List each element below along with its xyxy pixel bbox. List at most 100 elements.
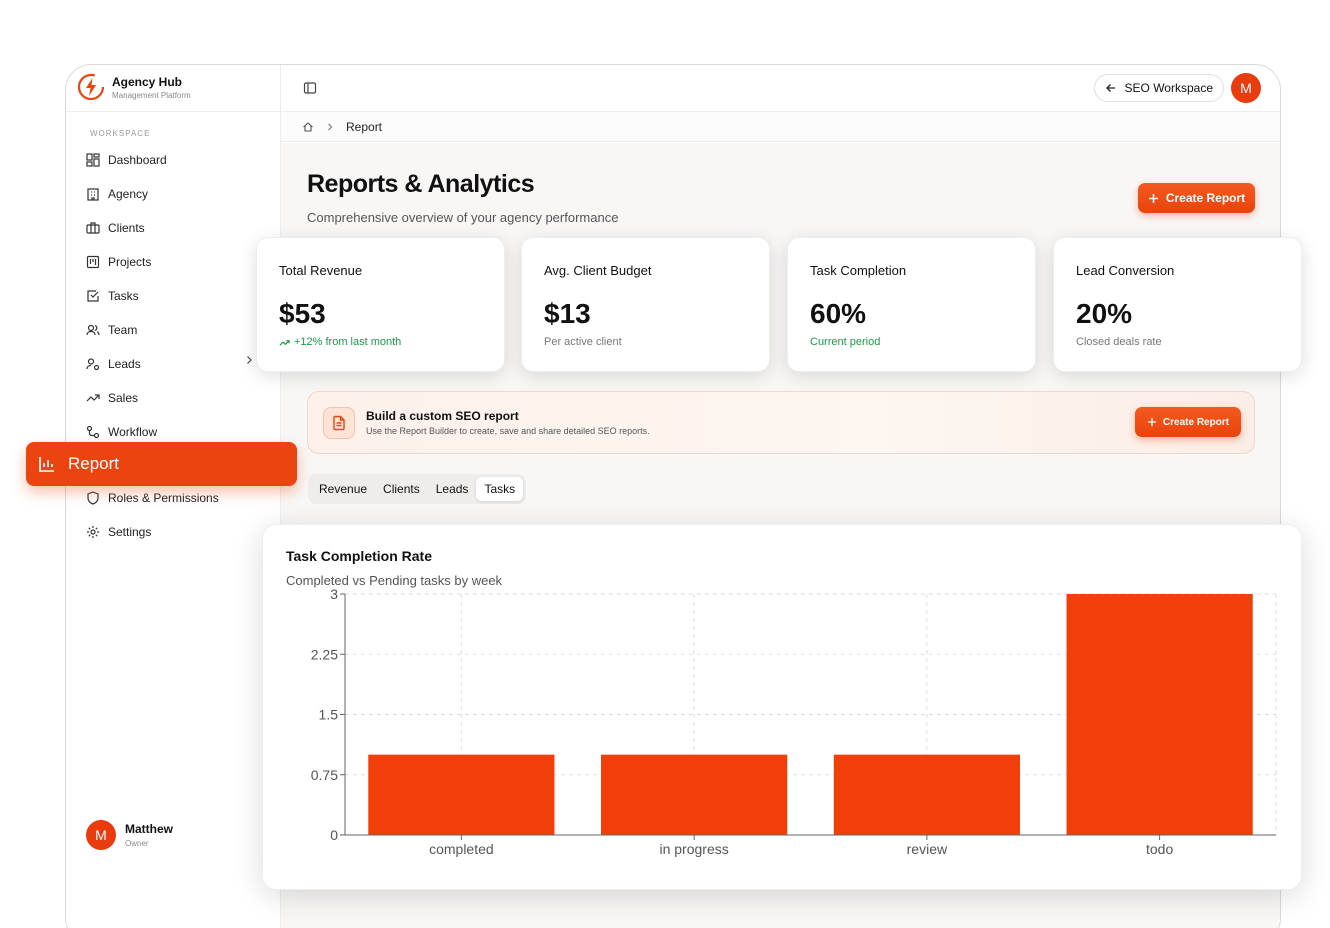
chevron-right-icon[interactable] [244,355,254,365]
building-icon [87,188,99,201]
user-role: Owner [125,839,149,848]
arrow-left-icon [1105,84,1115,92]
home-icon[interactable] [302,121,314,133]
stat-value: 60% [810,298,867,329]
sidebar-item-workflow[interactable]: Workflow [86,421,157,443]
tab-leads[interactable]: Leads [435,482,469,496]
y-tick-label: 2.25 [311,646,338,662]
stat-card-task-completion: Task Completion 60% Current period [787,237,1036,372]
banner-title: Build a custom SEO report [366,409,519,423]
brand: Agency Hub Management Platform [66,65,281,112]
banner-button-label: Create Report [1162,416,1230,428]
brand-subtitle: Management Platform [112,91,191,100]
create-report-button[interactable]: Create Report [1138,183,1255,213]
y-tick-label: 3 [330,586,338,602]
file-text-icon [323,407,355,439]
sidebar-item-report[interactable]: Report [26,442,297,486]
sidebar-item-label: Tasks [108,289,139,303]
sidebar-item-roles-permissions[interactable]: Roles & Permissions [86,487,219,509]
task-completion-chart-card: Task Completion Rate Completed vs Pendin… [262,524,1302,890]
sidebar-item-leads[interactable]: Leads [86,353,141,375]
workspace-switch-label: SEO Workspace [1124,81,1213,95]
page-title: Reports & Analytics [307,170,535,198]
stat-label: Avg. Client Budget [544,263,652,278]
sidebar-item-label: Team [108,323,138,337]
y-tick-label: 0.75 [311,767,338,783]
workspace-section-label: WORKSPACE [90,129,151,138]
bar [601,754,788,835]
stat-card-total-revenue: Total Revenue $53 +12% from last month [256,237,505,372]
dashboard-icon [86,153,100,167]
briefcase-icon [86,222,100,234]
page-subtitle: Comprehensive overview of your agency pe… [307,210,619,225]
workspace-switch-button[interactable]: SEO Workspace [1093,74,1224,102]
sidebar-item-label: Clients [108,221,145,235]
create-report-label: Create Report [1165,191,1246,205]
tab-clients[interactable]: Clients [383,482,420,496]
banner-create-report-button[interactable]: Create Report [1135,407,1241,437]
sidebar: Agency Hub Management Platform WORKSPACE… [66,65,281,928]
sidebar-item-label: Projects [108,255,152,269]
chevron-right-icon [328,123,333,130]
x-tick-label: in progress [659,841,728,857]
avatar: M [86,820,116,850]
plus-icon [1148,193,1158,203]
stat-value: $13 [544,298,591,329]
chart-title: Task Completion Rate [286,548,432,564]
stat-value: 20% [1076,298,1133,329]
topbar: SEO Workspace M [281,65,1280,112]
sidebar-item-label: Report [68,454,120,473]
sidebar-toggle-icon[interactable] [303,81,317,95]
bar-chart-icon [39,457,54,472]
sidebar-item-team[interactable]: Team [86,319,137,341]
workflow-icon [86,425,100,439]
stat-note: Per active client [544,336,622,348]
plus-icon [1147,417,1157,427]
sidebar-item-agency[interactable]: Agency [86,183,148,205]
brand-title: Agency Hub [112,75,183,89]
seo-report-banner: Build a custom SEO report Use the Report… [307,391,1255,454]
bolt-logo-icon [77,73,105,101]
x-tick-label: todo [1146,841,1173,857]
chart-subtitle: Completed vs Pending tasks by week [286,573,503,588]
sidebar-item-settings[interactable]: Settings [86,521,151,543]
users-icon [86,324,100,336]
breadcrumb-current: Report [346,119,383,134]
stat-card-lead-conversion: Lead Conversion 20% Closed deals rate [1053,237,1302,372]
avatar[interactable]: M [1231,73,1261,103]
sidebar-item-tasks[interactable]: Tasks [86,285,139,307]
stat-card-avg-client-budget: Avg. Client Budget $13 Per active client [521,237,770,372]
sidebar-item-label: Sales [108,391,139,405]
banner-subtitle: Use the Report Builder to create, save a… [366,426,650,436]
sidebar-item-dashboard[interactable]: Dashboard [86,149,167,171]
bar [833,754,1020,835]
sidebar-item-label: Workflow [108,425,158,439]
kanban-icon [86,255,100,269]
y-tick-label: 0 [330,827,338,843]
stat-note: +12% from last month [279,336,401,348]
sidebar-item-label: Settings [108,525,152,539]
sidebar-item-clients[interactable]: Clients [86,217,145,239]
sidebar-item-label: Roles & Permissions [108,491,219,505]
sidebar-item-label: Leads [108,357,141,371]
stat-label: Lead Conversion [1076,263,1175,278]
x-tick-label: completed [429,841,494,857]
stat-label: Task Completion [810,263,907,278]
user-name: Matthew [125,822,173,836]
sidebar-item-sales[interactable]: Sales [86,387,138,409]
trending-up-icon [279,339,290,346]
stat-label: Total Revenue [279,263,363,278]
stat-note: Current period [810,336,881,348]
gear-icon [87,526,99,538]
sidebar-item-projects[interactable]: Projects [86,251,151,273]
sidebar-item-label: Dashboard [108,153,167,167]
x-tick-label: review [907,841,948,857]
bar-chart: 0 0.75 1.5 2.25 3 completed in progress review t… [311,586,1277,857]
user-plus-icon [86,358,100,371]
tab-tasks[interactable]: Tasks [476,477,524,501]
tab-revenue[interactable]: Revenue [319,482,368,496]
stat-value: $53 [279,298,326,329]
shield-icon [87,491,99,505]
bar [368,754,555,835]
